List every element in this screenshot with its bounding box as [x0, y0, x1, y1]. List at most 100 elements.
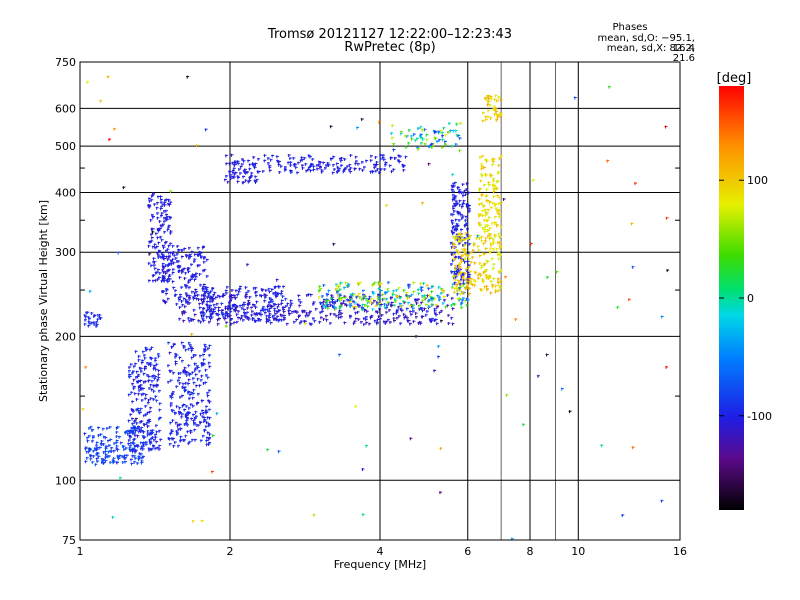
data-point [340, 159, 342, 163]
data-point [371, 283, 373, 287]
data-point [431, 319, 432, 323]
data-point [498, 232, 500, 236]
data-point [209, 297, 211, 301]
data-point [412, 304, 414, 308]
data-point [172, 280, 174, 284]
data-point [227, 180, 229, 184]
data-point [253, 287, 255, 290]
data-point [309, 310, 311, 314]
data-point [203, 260, 205, 264]
data-point [151, 388, 153, 392]
data-point [293, 310, 295, 314]
data-point [349, 304, 351, 308]
data-point [461, 274, 463, 278]
data-point [474, 261, 475, 265]
data-point [492, 267, 494, 271]
data-point [147, 424, 149, 428]
data-point [233, 167, 235, 171]
data-point [203, 348, 205, 352]
data-point [154, 260, 155, 264]
data-point [150, 397, 152, 401]
data-point [394, 300, 396, 303]
data-point [134, 392, 136, 396]
data-point [363, 294, 365, 298]
data-point [434, 130, 436, 134]
data-point [216, 302, 218, 306]
data-point [209, 433, 210, 437]
data-point [148, 398, 149, 402]
data-point [163, 255, 165, 259]
data-point [149, 438, 151, 442]
data-point [439, 311, 441, 315]
data-point [229, 175, 231, 179]
data-point [162, 274, 164, 278]
data-point [205, 405, 207, 409]
data-point [163, 279, 165, 283]
data-point [185, 419, 187, 423]
data-point [333, 313, 335, 316]
data-point [124, 454, 126, 458]
data-point [332, 171, 334, 175]
data-point [158, 429, 160, 433]
data-point [412, 281, 414, 285]
data-point [175, 257, 177, 260]
data-point [97, 313, 99, 317]
data-point [360, 320, 362, 324]
data-point [357, 162, 359, 166]
data-point [192, 392, 194, 396]
data-point [354, 162, 356, 166]
data-point [203, 418, 205, 422]
data-point [431, 298, 433, 302]
data-point [464, 299, 466, 303]
data-point [444, 140, 446, 144]
data-point [218, 309, 220, 313]
data-point [151, 379, 153, 383]
data-point [289, 157, 291, 161]
data-point [116, 448, 118, 452]
data-point [257, 170, 258, 174]
data-point [202, 285, 204, 289]
data-point [474, 280, 476, 284]
data-point [459, 289, 461, 293]
data-point [269, 304, 271, 308]
data-point [197, 293, 199, 297]
data-point [141, 393, 143, 397]
data-point [462, 202, 464, 206]
chart-subtitle: RwPretec (8p) [344, 40, 436, 55]
data-point [173, 261, 175, 265]
data-point [348, 299, 350, 303]
data-point [156, 216, 158, 220]
data-point [162, 290, 164, 294]
data-point [248, 176, 250, 180]
data-point [416, 146, 418, 150]
data-point [188, 279, 190, 283]
data-point [442, 289, 444, 293]
data-point [464, 189, 466, 193]
data-point [327, 162, 329, 165]
data-point [84, 432, 85, 436]
data-point [318, 289, 320, 293]
data-point [195, 384, 197, 388]
data-point [105, 447, 107, 451]
data-point [263, 299, 265, 303]
data-point [167, 364, 169, 368]
data-point [344, 167, 346, 170]
data-point [489, 276, 491, 280]
data-point [157, 376, 159, 380]
data-point [197, 366, 199, 370]
data-point [136, 380, 138, 384]
data-point [157, 352, 159, 356]
data-point [465, 277, 467, 281]
data-point [135, 408, 137, 412]
data-point [188, 246, 190, 250]
data-point [146, 421, 148, 425]
data-point [326, 318, 327, 322]
data-point [463, 238, 465, 242]
data-point [230, 298, 231, 302]
data-point [177, 424, 179, 428]
data-point [458, 272, 460, 276]
data-point [262, 305, 264, 309]
data-point [154, 243, 156, 247]
data-point [460, 292, 461, 296]
data-point [128, 434, 130, 438]
